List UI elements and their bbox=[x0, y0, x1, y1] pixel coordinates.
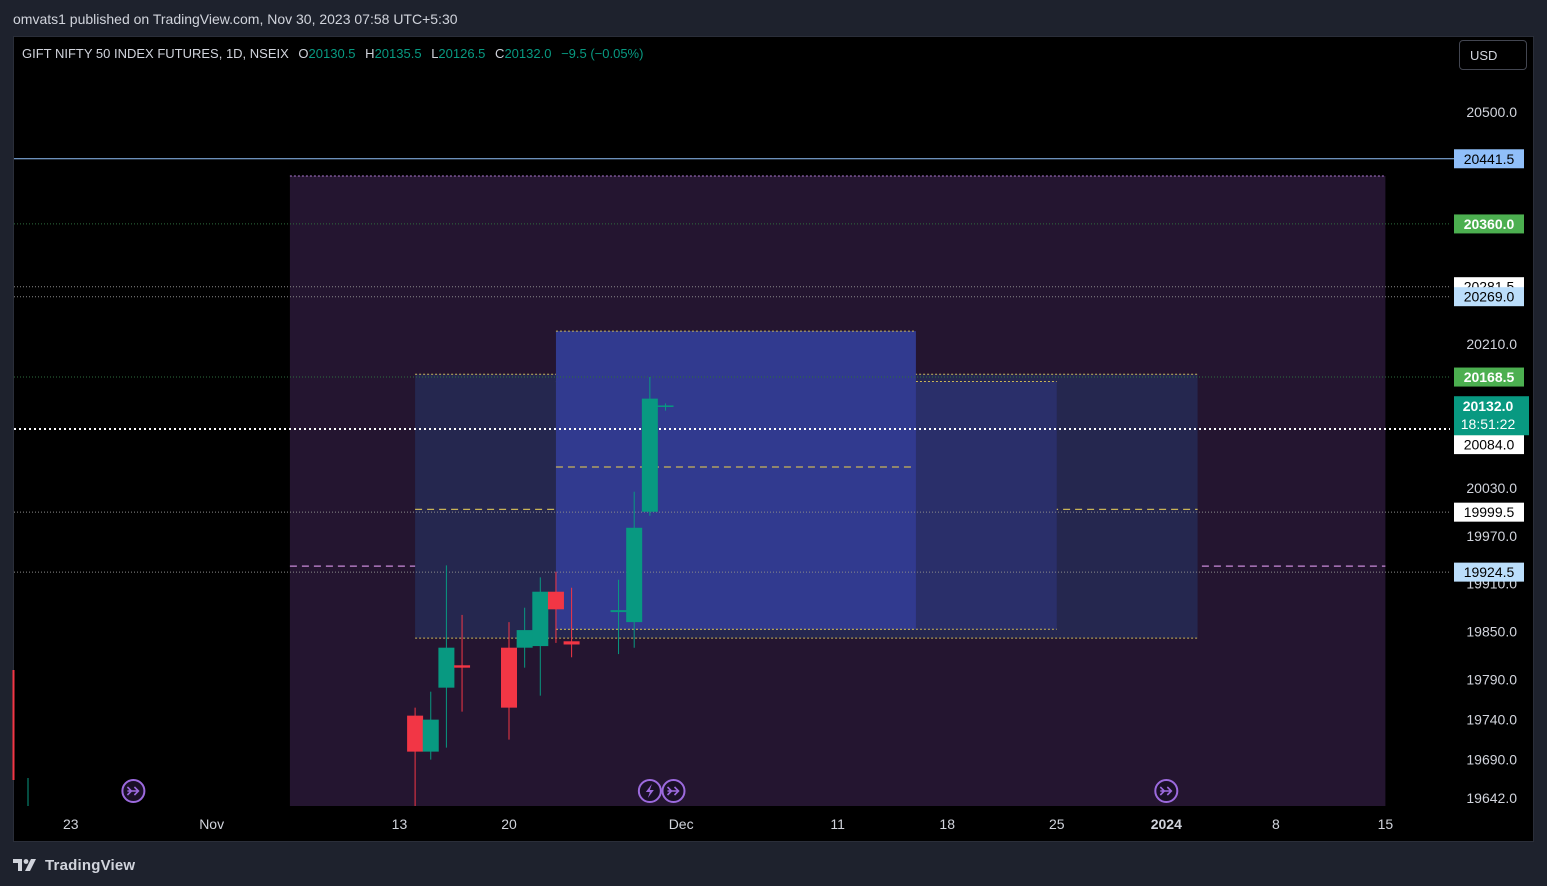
candle-body-10 bbox=[626, 527, 643, 623]
x-tick-label-3: 20 bbox=[501, 816, 517, 832]
x-tick-label-4: Dec bbox=[669, 816, 694, 832]
tradingview-brand: TradingView bbox=[45, 856, 136, 874]
high-label: H bbox=[365, 46, 375, 61]
candle-body-2 bbox=[438, 647, 455, 688]
x-tick-label-10: 15 bbox=[1378, 816, 1394, 832]
price-badge-bg-3 bbox=[1454, 287, 1524, 307]
ohlc-legend: GIFT NIFTY 50 INDEX FUTURES, 1D, NSEIX O… bbox=[22, 46, 643, 61]
candle-body-11 bbox=[641, 398, 658, 512]
candle-body-7 bbox=[547, 591, 564, 610]
price-badge-bg-4 bbox=[1454, 367, 1524, 387]
price-badge-bg-1 bbox=[1454, 214, 1524, 234]
price-badge-bg-8 bbox=[1454, 562, 1524, 582]
x-tick-label-2: 13 bbox=[392, 816, 408, 832]
price-badge-label-3: 20269.0 bbox=[1464, 289, 1515, 305]
x-tick-label-7: 25 bbox=[1049, 816, 1065, 832]
y-tick-label-5: 19850.0 bbox=[1466, 624, 1517, 640]
price-badge-label-8: 19924.5 bbox=[1464, 564, 1515, 580]
y-tick-label-2: 20030.0 bbox=[1466, 480, 1517, 496]
low-label: L bbox=[431, 46, 439, 61]
publish-info: omvats1 published on TradingView.com, No… bbox=[13, 11, 458, 27]
event-arrow-icon-3 bbox=[1159, 786, 1173, 796]
price-badge-label-6: 20084.0 bbox=[1464, 437, 1515, 453]
candle-body-0 bbox=[407, 715, 424, 752]
y-tick-label-8: 19690.0 bbox=[1466, 752, 1517, 768]
footer: TradingView bbox=[13, 854, 135, 876]
price-badge-label-7: 19999.5 bbox=[1464, 504, 1515, 520]
candle-body-8 bbox=[563, 641, 580, 645]
candle-body-6 bbox=[532, 591, 549, 647]
tradingview-logo-icon bbox=[13, 859, 36, 871]
event-arrow-icon-0 bbox=[126, 786, 140, 796]
last-price-label: 20132.0 bbox=[1463, 398, 1514, 414]
y-tick-label-9: 19642.0 bbox=[1466, 790, 1517, 806]
top-bar: omvats1 published on TradingView.com, No… bbox=[0, 0, 1547, 36]
close-value: 20132.0 bbox=[504, 46, 552, 61]
candle-body-5 bbox=[516, 630, 533, 648]
y-tick-label-7: 19740.0 bbox=[1466, 712, 1517, 728]
x-tick-label-8: 2024 bbox=[1151, 816, 1182, 832]
price-badge-bg-0 bbox=[1454, 149, 1524, 169]
candle-body-1 bbox=[422, 719, 439, 752]
symbol-name[interactable]: GIFT NIFTY 50 INDEX FUTURES, 1D, NSEIX bbox=[22, 46, 289, 61]
event-bolt-icon-1 bbox=[645, 784, 654, 798]
open-value: 20130.5 bbox=[308, 46, 356, 61]
y-tick-label-3: 19970.0 bbox=[1466, 528, 1517, 544]
x-tick-label-5: 11 bbox=[830, 816, 845, 832]
price-badge-label-0: 20441.5 bbox=[1464, 151, 1515, 167]
open-label: O bbox=[298, 46, 309, 61]
last-price-badge bbox=[1454, 396, 1529, 436]
high-value: 20135.5 bbox=[374, 46, 422, 61]
price-badge-bg-6 bbox=[1454, 435, 1524, 455]
change-value: −9.5 (−0.05%) bbox=[561, 46, 644, 61]
y-tick-label-6: 19790.0 bbox=[1466, 672, 1517, 688]
x-tick-label-1: Nov bbox=[199, 816, 224, 832]
y-tick-label-0: 20500.0 bbox=[1466, 104, 1517, 120]
price-badge-label-1: 20360.0 bbox=[1464, 216, 1515, 232]
price-badge-bg-7 bbox=[1454, 502, 1524, 522]
currency-button[interactable]: USD bbox=[1459, 40, 1527, 70]
x-tick-label-9: 8 bbox=[1272, 816, 1280, 832]
countdown-label: 18:51:22 bbox=[1461, 416, 1516, 432]
candle-body-3 bbox=[454, 665, 471, 668]
low-value: 20126.5 bbox=[438, 46, 486, 61]
y-tick-label-1: 20210.0 bbox=[1466, 336, 1517, 352]
close-label: C bbox=[495, 46, 505, 61]
price-badge-label-4: 20168.5 bbox=[1464, 369, 1515, 385]
candle-body-9 bbox=[610, 610, 627, 613]
zone-box-3 bbox=[555, 331, 916, 630]
x-tick-label-0: 23 bbox=[63, 816, 79, 832]
event-arrow-icon-2 bbox=[666, 786, 680, 796]
candle-body-4 bbox=[501, 647, 517, 708]
x-tick-label-6: 18 bbox=[939, 816, 955, 832]
